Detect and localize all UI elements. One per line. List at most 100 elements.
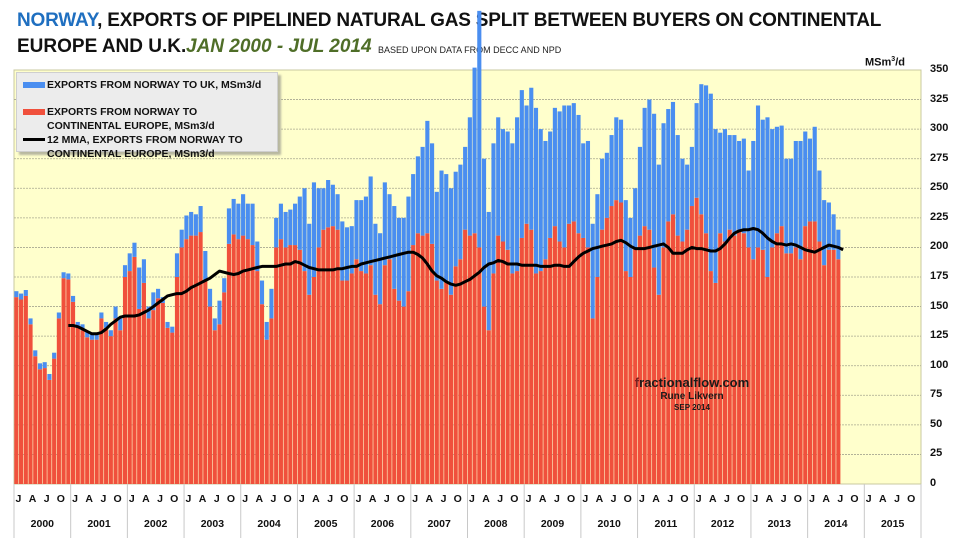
x-month-label: O xyxy=(340,493,349,505)
bar-uk xyxy=(274,217,279,248)
bar-continental xyxy=(283,247,288,484)
bar-uk xyxy=(278,203,283,240)
bar-continental xyxy=(255,271,260,484)
bar-continental xyxy=(727,229,732,484)
title-highlight: NORWAY xyxy=(17,10,98,31)
bar-uk xyxy=(94,333,99,340)
bar-uk xyxy=(831,214,836,250)
legend-swatch-uk xyxy=(23,82,45,88)
bar-continental xyxy=(321,229,326,484)
bar-continental xyxy=(831,249,836,484)
y-tick-label: 275 xyxy=(930,151,949,164)
bar-continental xyxy=(647,229,652,484)
bar-uk xyxy=(340,221,345,281)
bar-uk xyxy=(496,117,501,236)
x-axis xyxy=(13,484,922,538)
bar-uk xyxy=(156,288,161,299)
bar-uk xyxy=(732,135,737,236)
bar-uk xyxy=(543,140,548,260)
bar-continental xyxy=(722,241,728,484)
x-month-label: A xyxy=(198,493,207,505)
legend: EXPORTS FROM NORWAY TO UK, MSm3/d EXPORT… xyxy=(16,72,278,160)
bar-continental xyxy=(798,259,803,484)
bar-uk xyxy=(548,131,553,238)
x-month-label: J xyxy=(582,493,589,505)
bar-continental xyxy=(732,235,737,484)
bar-continental xyxy=(141,282,146,484)
bar-continental xyxy=(486,330,491,484)
x-month-label: O xyxy=(737,493,746,505)
bar-uk xyxy=(99,312,104,319)
bar-continental xyxy=(774,233,779,484)
bar-continental xyxy=(23,295,28,484)
bar-continental xyxy=(453,266,458,484)
bar-continental xyxy=(118,330,123,484)
bar-uk xyxy=(741,138,746,234)
x-year-label: 2006 xyxy=(370,518,395,530)
bar-continental xyxy=(491,273,496,484)
bar-uk xyxy=(486,211,491,331)
bar-uk xyxy=(118,318,123,331)
bar-uk xyxy=(330,184,335,227)
bar-uk xyxy=(751,140,756,260)
bar-uk xyxy=(463,146,468,230)
x-year-label: 2013 xyxy=(767,518,791,530)
x-year-label: 2011 xyxy=(654,518,678,530)
bar-continental xyxy=(524,223,529,484)
bar-continental xyxy=(151,310,156,484)
bar-uk xyxy=(85,331,90,338)
legend-item-mma: 12 MMA, EXPORTS FROM NORWAY TO CONTINENT… xyxy=(23,133,273,161)
bar-continental xyxy=(746,247,751,484)
bar-uk xyxy=(335,194,340,230)
bar-continental xyxy=(160,303,165,484)
bar-continental xyxy=(217,324,222,484)
bar-continental xyxy=(311,277,317,484)
bar-continental xyxy=(595,277,600,484)
bar-uk xyxy=(231,198,236,235)
bar-uk xyxy=(604,152,609,218)
bar-continental xyxy=(363,273,368,484)
bar-uk xyxy=(52,352,57,359)
legend-item-continental: EXPORTS FROM NORWAY TO CONTINENTAL EUROP… xyxy=(23,105,273,133)
bar-uk xyxy=(349,226,354,274)
y-tick-label: 75 xyxy=(930,388,943,401)
bar-uk xyxy=(61,272,66,279)
x-month-label: O xyxy=(396,493,406,505)
x-month-label: A xyxy=(85,493,94,505)
bar-continental xyxy=(600,229,605,484)
x-month-label: J xyxy=(497,493,504,505)
bar-uk xyxy=(132,242,137,257)
bar-continental xyxy=(411,245,416,484)
bar-continental xyxy=(156,298,161,484)
bar-uk xyxy=(66,273,71,280)
bar-uk xyxy=(585,140,591,248)
bar-uk xyxy=(430,143,435,244)
x-year-label: 2004 xyxy=(257,518,281,530)
bar-uk xyxy=(571,103,576,222)
bar-uk xyxy=(590,223,595,319)
bar-uk xyxy=(89,333,95,340)
bar-continental xyxy=(680,241,685,484)
bar-continental xyxy=(94,339,99,484)
bar-uk xyxy=(316,188,321,248)
x-month-label: J xyxy=(610,493,617,505)
bar-continental xyxy=(269,318,274,484)
bar-continental xyxy=(751,259,756,484)
bar-continental xyxy=(368,265,373,484)
chart-title-line2: EUROPE AND U.K. xyxy=(17,36,187,57)
y-tick-label: 200 xyxy=(930,240,949,253)
bar-continental xyxy=(28,324,33,484)
bar-continental xyxy=(519,237,524,484)
bar-uk xyxy=(826,202,831,250)
bar-continental xyxy=(344,280,350,484)
bar-uk xyxy=(14,291,19,298)
bar-continental xyxy=(633,247,638,484)
x-month-label: A xyxy=(425,493,434,505)
bar-uk xyxy=(28,318,33,325)
bar-continental xyxy=(694,197,699,484)
bar-uk xyxy=(420,146,425,236)
bar-uk xyxy=(288,209,293,246)
bar-continental xyxy=(604,217,609,484)
bar-uk xyxy=(42,362,47,369)
bar-continental xyxy=(415,233,420,484)
